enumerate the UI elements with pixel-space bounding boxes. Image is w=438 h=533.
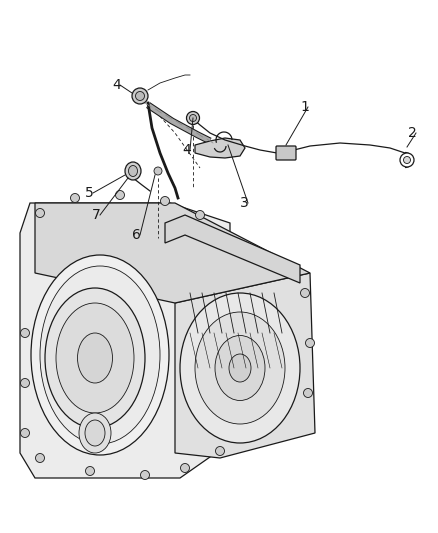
Ellipse shape [195,211,205,220]
Ellipse shape [31,255,169,455]
Ellipse shape [215,335,265,400]
Ellipse shape [45,288,145,428]
Ellipse shape [116,190,124,199]
Text: 6: 6 [132,228,141,242]
Text: 3: 3 [240,196,249,210]
Ellipse shape [187,111,199,125]
Ellipse shape [85,466,95,475]
Polygon shape [195,138,245,158]
Polygon shape [175,273,315,458]
Ellipse shape [85,420,105,446]
Polygon shape [20,203,230,478]
Ellipse shape [135,92,145,101]
Ellipse shape [141,471,149,480]
Ellipse shape [132,88,148,104]
Ellipse shape [78,333,113,383]
Ellipse shape [35,454,45,463]
Ellipse shape [160,197,170,206]
Text: 4: 4 [112,78,121,92]
Ellipse shape [128,166,138,176]
Text: 1: 1 [300,100,309,114]
Ellipse shape [21,429,29,438]
Ellipse shape [21,378,29,387]
Ellipse shape [400,153,414,167]
Ellipse shape [190,115,197,122]
Ellipse shape [215,447,225,456]
Ellipse shape [40,266,160,444]
Ellipse shape [180,464,190,472]
Ellipse shape [180,293,300,443]
Ellipse shape [300,288,310,297]
FancyBboxPatch shape [276,146,296,160]
Polygon shape [165,215,300,283]
Ellipse shape [35,208,45,217]
Ellipse shape [154,167,162,175]
Ellipse shape [304,389,312,398]
Ellipse shape [71,193,80,203]
Ellipse shape [403,157,410,164]
Ellipse shape [21,328,29,337]
Ellipse shape [125,162,141,180]
Ellipse shape [305,338,314,348]
Text: 7: 7 [92,208,101,222]
Ellipse shape [195,312,285,424]
Text: 4: 4 [182,143,191,157]
Text: 5: 5 [85,186,94,200]
Polygon shape [35,203,310,303]
Ellipse shape [56,303,134,413]
Ellipse shape [79,413,111,453]
Text: 2: 2 [408,126,417,140]
Ellipse shape [229,354,251,382]
